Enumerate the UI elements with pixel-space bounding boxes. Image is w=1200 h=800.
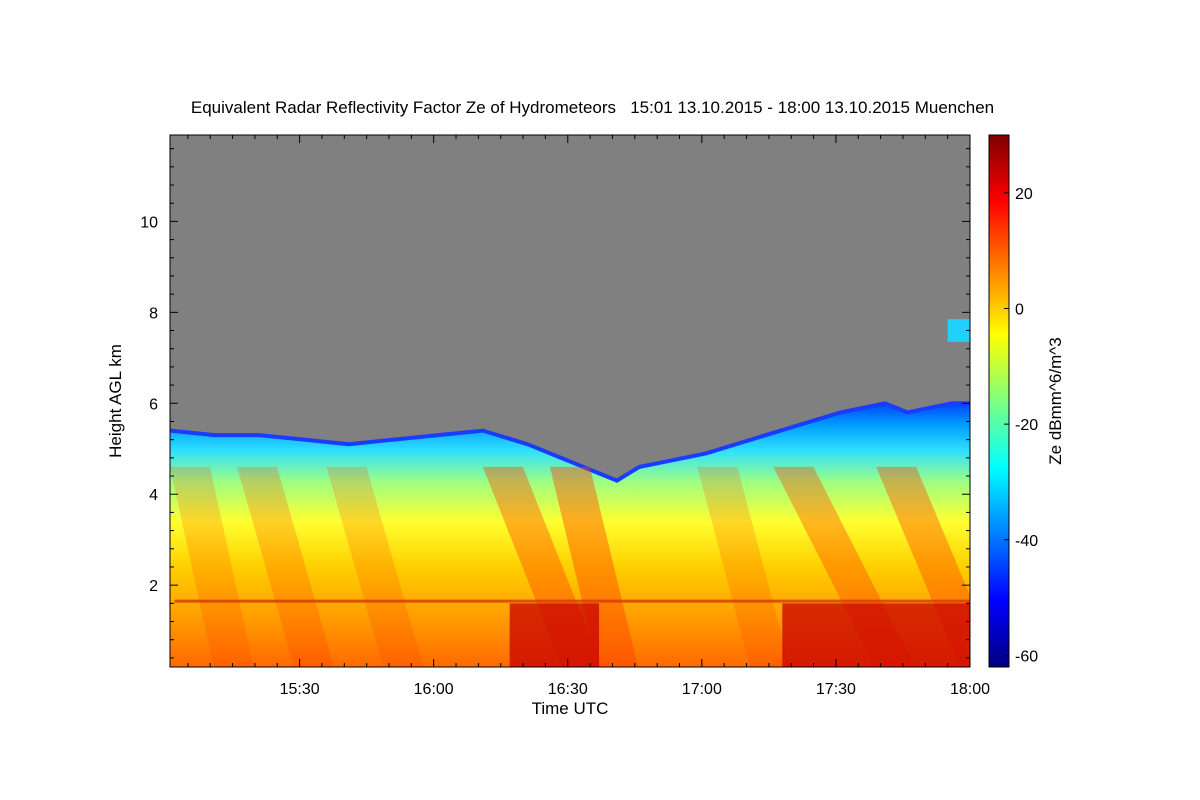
isolated-echo — [947, 319, 970, 342]
strong-core — [782, 603, 970, 667]
precip-shaft — [697, 466, 790, 667]
colorbar-tick-label: -60 — [1015, 648, 1038, 665]
x-tick-label: 15:30 — [280, 681, 320, 698]
chart-title: Equivalent Radar Reflectivity Factor Ze … — [190, 98, 995, 117]
precip-shaft — [326, 466, 424, 667]
y-tick-label: 8 — [149, 305, 158, 322]
reflectivity-field — [170, 135, 970, 667]
x-tick-label: 18:00 — [950, 681, 990, 698]
x-axis: 15:30 16:00 16:30 17:00 17:30 18:00 — [187, 135, 990, 698]
colorbar-tick-label: 0 — [1015, 301, 1024, 318]
colorbar-tick-label: -40 — [1015, 533, 1038, 550]
y-tick-label: 2 — [149, 578, 158, 595]
colorbar-label: Ze dBmm^6/m^3 — [1046, 337, 1065, 464]
colorbar-tick-label: 20 — [1015, 186, 1033, 203]
echo-top-edge — [170, 401, 970, 483]
colorbar-tick-label: -20 — [1015, 417, 1038, 434]
y-axis: 2 4 6 8 10 — [140, 148, 970, 659]
y-axis-label: Height AGL km — [106, 344, 125, 458]
y-tick-label: 6 — [149, 396, 158, 413]
y-tick-label: 10 — [140, 214, 158, 231]
x-tick-label: 17:30 — [816, 681, 856, 698]
colorbar — [988, 134, 1010, 668]
precip-shaft — [237, 466, 335, 667]
strong-core — [509, 603, 600, 667]
precip-shaft — [170, 466, 254, 667]
precip-shaft — [549, 466, 638, 667]
x-tick-label: 17:00 — [682, 681, 722, 698]
x-tick-label: 16:00 — [414, 681, 454, 698]
x-tick-label: 16:30 — [548, 681, 588, 698]
y-tick-label: 4 — [149, 487, 158, 504]
colorbar-axis: 20 0 -20 -40 -60 — [1004, 186, 1038, 665]
x-axis-label: Time UTC — [532, 699, 609, 718]
plot-frame — [169, 134, 971, 668]
